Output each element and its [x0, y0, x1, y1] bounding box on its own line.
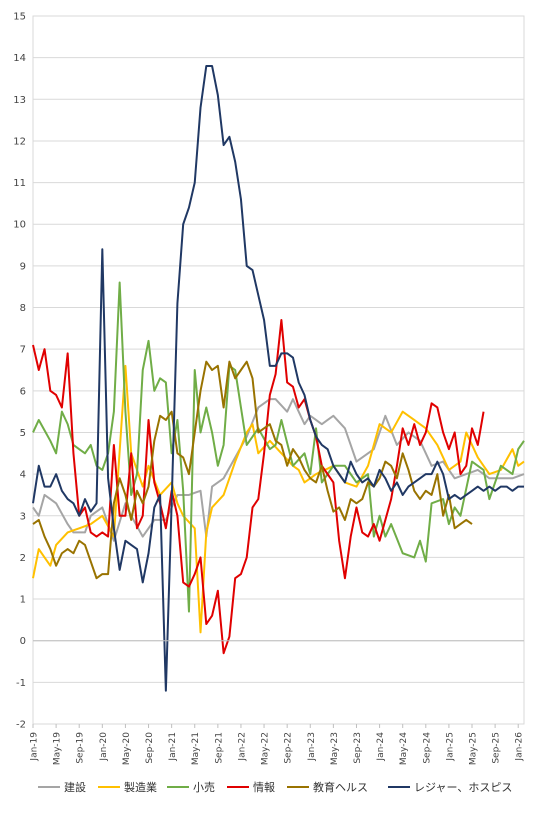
x-tick-label: Jan-22 [237, 732, 247, 762]
y-tick-label: 2 [20, 553, 26, 564]
series-line-leisure-hospitality [32, 64, 524, 692]
x-tick-label: Sep-25 [492, 732, 502, 764]
y-tick-label: 12 [13, 136, 26, 147]
x-tick-label: Sep-20 [145, 732, 155, 764]
plot-area-border [32, 15, 525, 725]
y-tick-label: 10 [13, 220, 26, 231]
series-line-education-health [32, 360, 473, 580]
x-tick-label: May-19 [53, 732, 63, 765]
series-lines [32, 64, 525, 692]
x-tick-label: May-24 [399, 732, 409, 765]
legend-label: 教育ヘルス [313, 780, 368, 794]
legend: 建設 製造業 小売 情報 教育ヘルス レジャー、ホスピス [38, 780, 512, 794]
series-line-retail [32, 281, 525, 613]
series-line-information [32, 319, 485, 655]
x-tick-label: Sep-22 [284, 732, 294, 764]
y-tick-label: -1 [16, 678, 26, 689]
legend-label: 小売 [193, 781, 215, 794]
x-tick-label: May-20 [122, 732, 132, 765]
y-tick-label: 13 [13, 95, 26, 106]
y-tick-label: 5 [20, 428, 26, 439]
series-line-manufacturing [32, 364, 525, 634]
x-tick-label: Jan-19 [30, 732, 40, 762]
y-tick-label: 0 [20, 636, 26, 647]
x-tick-label: Jan-23 [307, 732, 317, 762]
y-tick-label: 7 [20, 345, 26, 356]
x-tick-label: Jan-20 [99, 732, 109, 762]
y-tick-label: 8 [20, 303, 26, 314]
legend-label: 情報 [253, 781, 275, 794]
x-axis: Jan-19 May-19 Sep-19 Jan-20 May-20 Sep-20 Jan-… [30, 640, 525, 765]
x-tick-label: Sep-24 [422, 732, 432, 764]
x-tick-label: Sep-23 [353, 732, 363, 764]
y-tick-label: 1 [20, 595, 26, 606]
legend-label: レジャー、ホスピス [414, 781, 512, 794]
y-tick-label: 4 [20, 470, 26, 481]
y-tick-label: -2 [16, 720, 26, 731]
legend-label: 製造業 [124, 780, 157, 794]
x-tick-label: Sep-21 [214, 732, 224, 764]
x-tick-label: May-23 [330, 732, 340, 765]
x-tick-label: Jan-26 [515, 732, 525, 762]
y-tick-label: 11 [13, 178, 26, 189]
x-tick-label: Jan-24 [376, 732, 386, 762]
y-tick-label: 3 [20, 511, 26, 522]
legend-label: 建設 [64, 780, 86, 794]
x-tick-label: Jan-25 [445, 732, 455, 762]
x-tick-label: May-25 [469, 732, 479, 765]
y-tick-label: 6 [20, 386, 26, 397]
gridlines [32, 15, 525, 725]
y-tick-label: 14 [13, 53, 26, 64]
y-tick-label: 9 [20, 261, 26, 272]
x-tick-label: May-21 [191, 732, 201, 765]
y-tick-label: 15 [13, 12, 26, 23]
x-tick-label: Jan-21 [168, 732, 178, 762]
x-tick-label: Sep-19 [76, 732, 86, 764]
x-tick-label: May-22 [261, 732, 271, 765]
